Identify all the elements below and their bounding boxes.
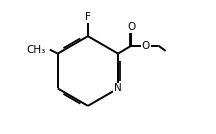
Text: F: F [85, 12, 91, 22]
Text: N: N [114, 83, 122, 93]
Text: CH₃: CH₃ [26, 45, 46, 55]
Text: O: O [127, 22, 136, 32]
Text: O: O [141, 41, 150, 51]
